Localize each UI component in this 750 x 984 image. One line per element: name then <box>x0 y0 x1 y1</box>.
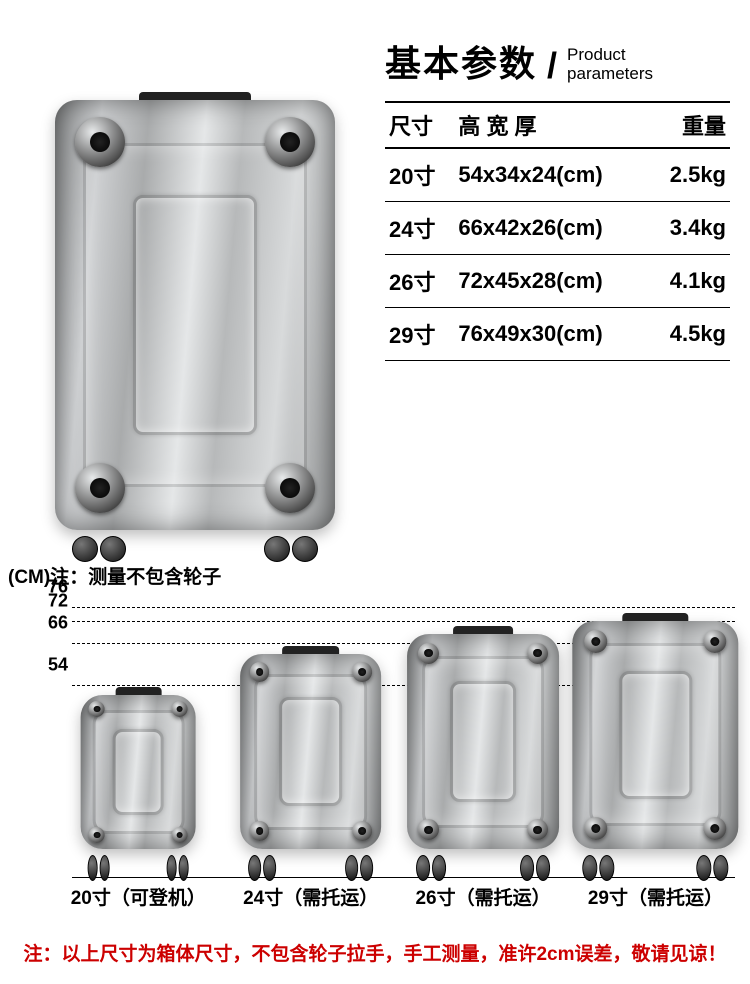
parameters-panel: 基本参数 / Product parameters 尺寸 高 宽 厚 重量 20… <box>360 30 730 540</box>
suitcase-panel-icon <box>113 729 164 815</box>
table-header-row: 尺寸 高 宽 厚 重量 <box>385 102 730 148</box>
title-en-line2: parameters <box>567 64 653 83</box>
wheels-icon <box>81 849 196 881</box>
size-label: 26寸（需托运） <box>415 883 550 910</box>
suitcase-handle-icon <box>139 92 251 100</box>
wheels-icon <box>407 849 559 881</box>
size-label: 24寸（需托运） <box>243 883 378 910</box>
col-size: 尺寸 <box>385 102 454 148</box>
suitcase-panel-icon <box>619 671 692 799</box>
rivet-icon <box>75 463 125 513</box>
rivet-icon <box>352 821 372 841</box>
suitcase-illustration <box>240 654 382 849</box>
spec-table: 尺寸 高 宽 厚 重量 20寸54x34x24(cm)2.5kg24寸66x42… <box>385 101 730 361</box>
table-row: 24寸66x42x26(cm)3.4kg <box>385 202 730 255</box>
suitcase-handle-icon <box>282 646 339 654</box>
suitcase-handle-icon <box>622 613 688 621</box>
rivet-icon <box>584 817 607 840</box>
hero-product-image <box>30 30 360 530</box>
y-tick: 66 <box>30 612 68 633</box>
title-slash: / <box>547 45 557 87</box>
size-label: 29寸（需托运） <box>588 883 723 910</box>
cell-dims: 54x34x24(cm) <box>454 148 648 202</box>
rivet-icon <box>89 827 105 843</box>
rivet-icon <box>527 819 548 840</box>
wheels-icon <box>240 849 382 881</box>
suitcase-handle-icon <box>115 687 161 695</box>
title-cn: 基本参数 <box>385 35 537 87</box>
rivet-icon <box>265 463 315 513</box>
wheels-icon <box>55 530 335 562</box>
rivet-icon <box>89 701 105 717</box>
parameters-title: 基本参数 / Product parameters <box>385 35 730 87</box>
cell-dims: 76x49x30(cm) <box>454 308 648 361</box>
rivet-icon <box>250 821 270 841</box>
cell-weight: 4.1kg <box>648 255 730 308</box>
rivet-icon <box>250 662 270 682</box>
rivet-icon <box>418 819 439 840</box>
cell-size: 20寸 <box>385 148 454 202</box>
comparison-item <box>240 654 382 877</box>
cell-size: 29寸 <box>385 308 454 361</box>
rivet-icon <box>352 662 372 682</box>
cell-size: 26寸 <box>385 255 454 308</box>
chart-area <box>72 594 735 878</box>
title-en-line1: Product <box>567 45 626 64</box>
suitcase-panel-icon <box>279 697 341 806</box>
table-row: 20寸54x34x24(cm)2.5kg <box>385 148 730 202</box>
suitcase-illustration <box>81 695 196 849</box>
suitcase-illustration <box>55 100 335 530</box>
col-weight: 重量 <box>648 102 730 148</box>
comparison-item <box>573 621 738 878</box>
cell-weight: 3.4kg <box>648 202 730 255</box>
size-comparison-chart: (CM)注：测量不包含轮子 54667276 20寸（可登机）24寸（需托运）2… <box>0 560 750 940</box>
suitcase-illustration <box>407 634 559 849</box>
rivet-icon <box>418 643 439 664</box>
cell-dims: 72x45x28(cm) <box>454 255 648 308</box>
comparison-item <box>81 695 196 877</box>
cell-size: 24寸 <box>385 202 454 255</box>
suitcase-panel-icon <box>450 681 517 801</box>
suitcase-illustration <box>573 621 738 850</box>
suitcase-handle-icon <box>453 626 514 634</box>
y-axis: 54667276 <box>30 594 68 878</box>
wheels-icon <box>573 849 738 881</box>
col-dims: 高 宽 厚 <box>454 102 648 148</box>
rivet-icon <box>172 827 188 843</box>
y-tick: 76 <box>30 577 68 598</box>
comparison-item <box>407 634 559 877</box>
rivet-icon <box>703 630 726 653</box>
rivet-icon <box>172 701 188 717</box>
cell-weight: 2.5kg <box>648 148 730 202</box>
y-tick: 54 <box>30 655 68 676</box>
dash-line <box>72 607 735 608</box>
rivet-icon <box>527 643 548 664</box>
top-section: 基本参数 / Product parameters 尺寸 高 宽 厚 重量 20… <box>0 0 750 560</box>
x-labels-row: 20寸（可登机） 24寸（需托运） 26寸（需托运） 29寸（需托运） <box>72 880 735 910</box>
cell-dims: 66x42x26(cm) <box>454 202 648 255</box>
suitcase-panel-icon <box>133 195 256 436</box>
title-en: Product parameters <box>567 45 653 87</box>
rivet-icon <box>584 630 607 653</box>
table-row: 26寸72x45x28(cm)4.1kg <box>385 255 730 308</box>
footer-note: 注：以上尺寸为箱体尺寸，不包含轮子拉手，手工测量，准许2cm误差，敬请见谅！ <box>0 939 750 966</box>
rivet-icon <box>75 117 125 167</box>
table-row: 29寸76x49x30(cm)4.5kg <box>385 308 730 361</box>
size-label: 20寸（可登机） <box>71 883 206 910</box>
rivet-icon <box>265 117 315 167</box>
rivet-icon <box>703 817 726 840</box>
cell-weight: 4.5kg <box>648 308 730 361</box>
